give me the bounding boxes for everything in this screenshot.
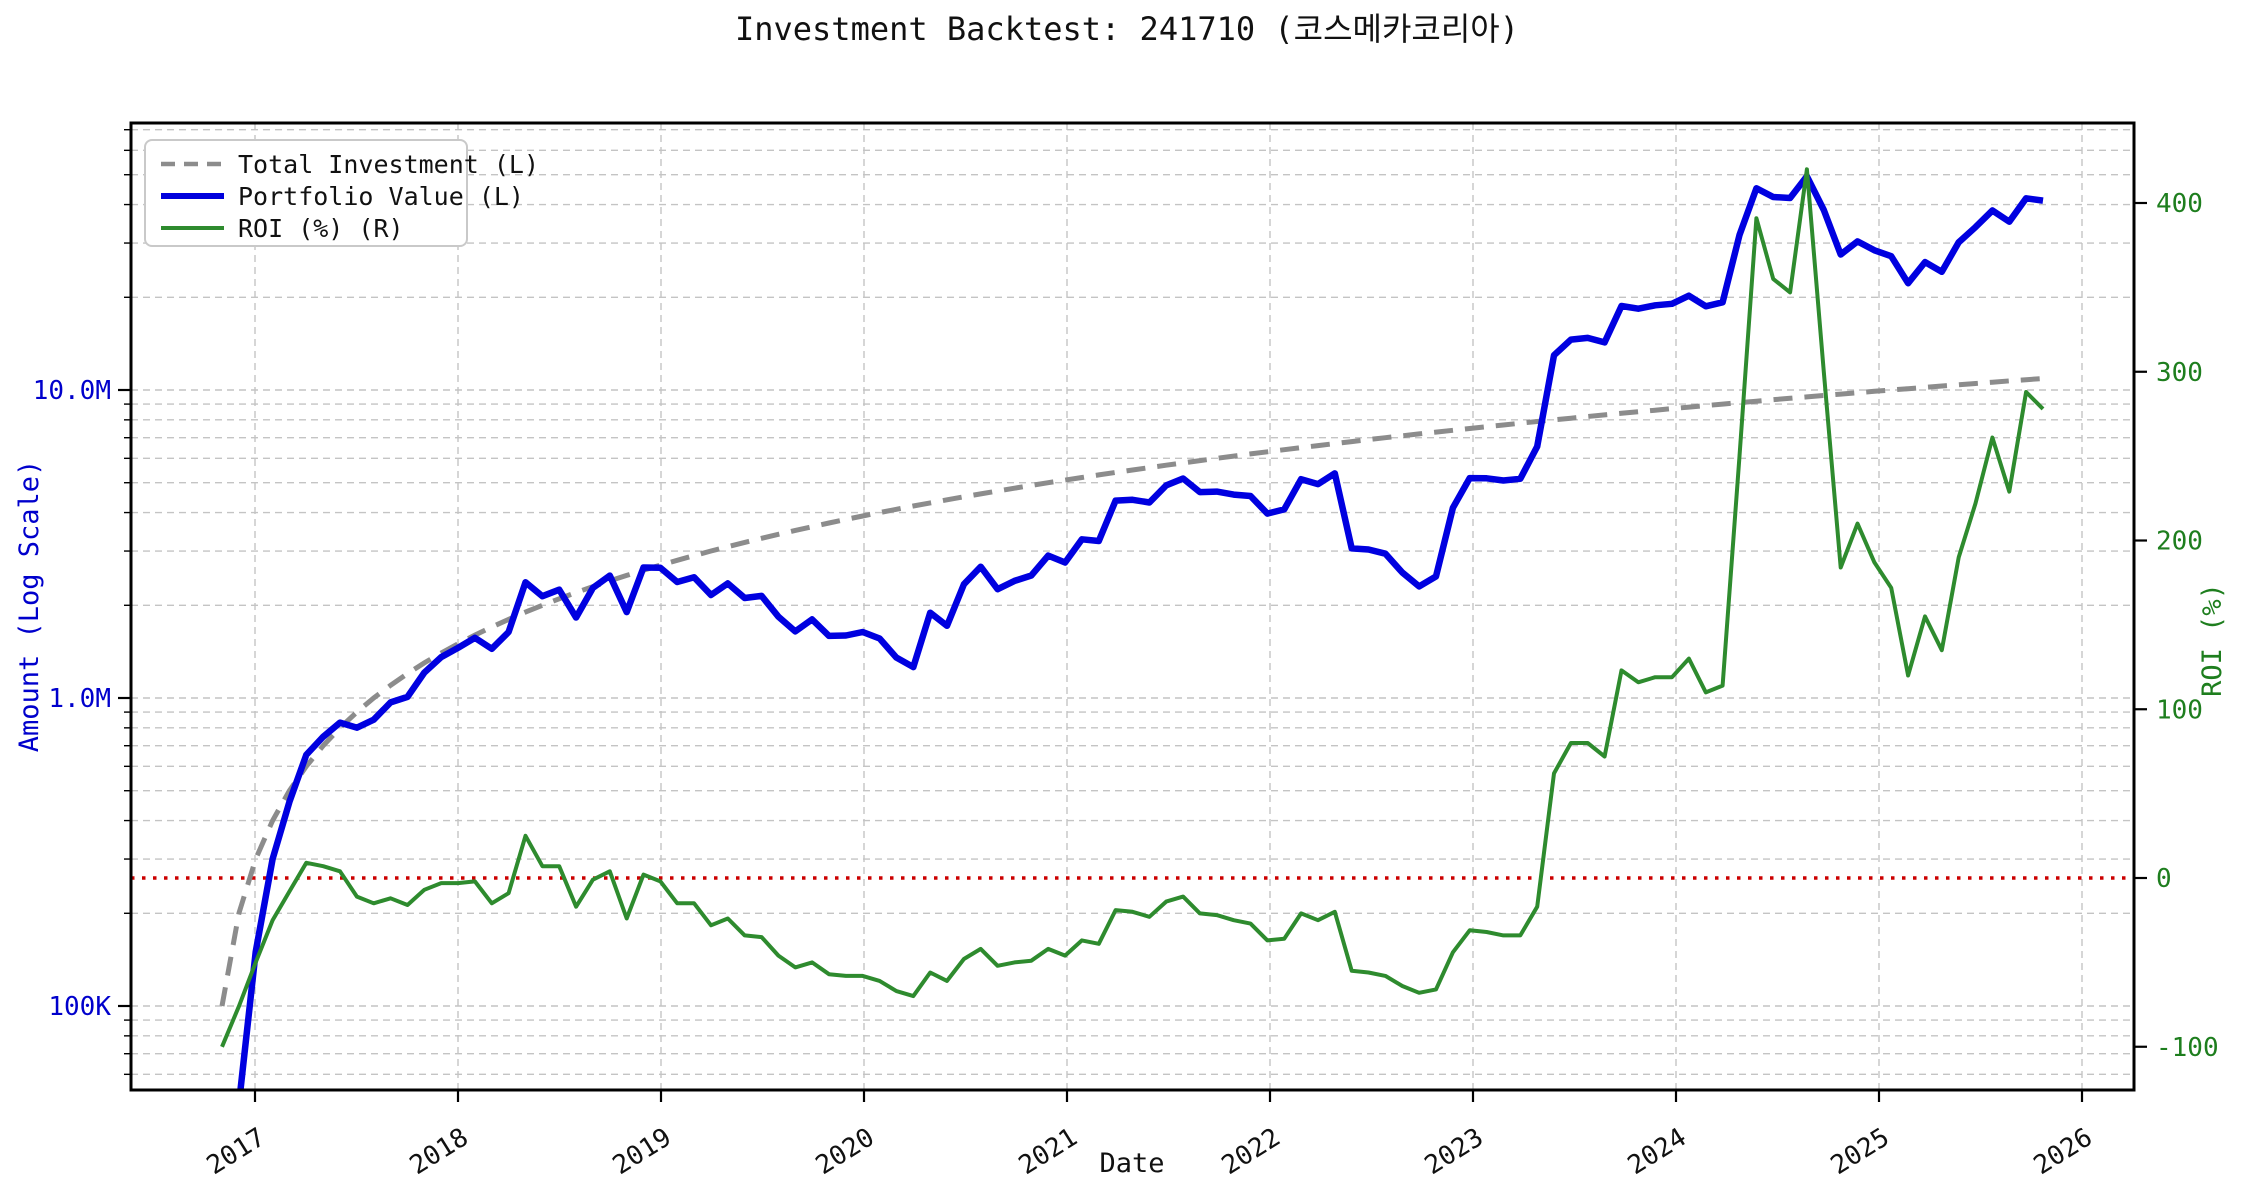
right-tick-label: -100 <box>2156 1033 2219 1063</box>
right-tick-label: 0 <box>2156 864 2172 894</box>
legend-box <box>144 139 468 247</box>
right-tick-label: 100 <box>2156 695 2203 725</box>
left-tick-label: 10.0M <box>33 376 111 406</box>
legend-label-roi: ROI (%) (R) <box>238 214 404 243</box>
x-tick-label: 2019 <box>608 1122 677 1181</box>
left-tick-label: 100K <box>48 992 111 1022</box>
chart-title: Investment Backtest: 241710 (코스메카코리아) <box>735 10 1519 48</box>
plot-area <box>131 167 2134 1090</box>
legend-label-portfolio-value: Portfolio Value (L) <box>238 182 524 211</box>
x-tick-label: 2023 <box>1420 1122 1489 1181</box>
left-axis-label: Amount (Log Scale) <box>14 460 45 753</box>
x-tick-label: 2025 <box>1826 1122 1895 1181</box>
right-tick-label: 200 <box>2156 527 2203 557</box>
x-tick-label: 2018 <box>405 1122 474 1181</box>
x-axis-label: Date <box>1099 1148 1164 1179</box>
x-tick-label: 2026 <box>2029 1122 2098 1181</box>
plot-frame <box>129 121 2136 1092</box>
legend: Total Investment (L) Portfolio Value (L)… <box>144 139 539 247</box>
axis-ticks <box>118 129 2147 1102</box>
portfolio-value-line <box>237 173 2044 1090</box>
roi-line <box>220 167 2045 1048</box>
gridlines <box>131 123 2134 1090</box>
right-axis-label: ROI (%) <box>2197 583 2228 697</box>
x-tick-label: 2022 <box>1217 1122 1286 1181</box>
axis-tick-labels: 2017 2018 2019 2020 2021 2022 2023 2024 2025 2026… <box>33 189 2219 1181</box>
legend-label-total-investment: Total Investment (L) <box>238 150 539 179</box>
right-tick-label: 400 <box>2156 189 2203 219</box>
total-investment-line <box>219 376 2044 1007</box>
x-tick-label: 2017 <box>202 1122 271 1181</box>
x-tick-label: 2021 <box>1014 1122 1083 1181</box>
right-tick-label: 300 <box>2156 358 2203 388</box>
x-tick-label: 2024 <box>1623 1122 1692 1181</box>
x-tick-label: 2020 <box>811 1122 880 1181</box>
left-tick-label: 1.0M <box>48 684 111 714</box>
